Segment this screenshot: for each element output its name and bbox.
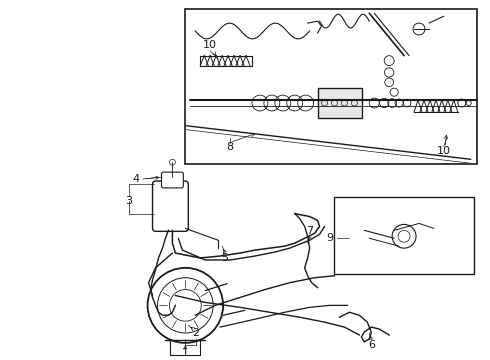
Text: 10: 10: [203, 40, 217, 50]
Text: 7: 7: [306, 226, 313, 237]
Bar: [335, 197, 474, 274]
Text: 2: 2: [192, 328, 199, 338]
Text: 5: 5: [221, 253, 229, 263]
Text: 3: 3: [125, 196, 132, 206]
Text: 4: 4: [132, 174, 139, 184]
Text: 1: 1: [182, 348, 189, 358]
Bar: [185, 9, 477, 164]
FancyBboxPatch shape: [162, 172, 183, 188]
Text: 10: 10: [437, 147, 451, 156]
Text: 8: 8: [226, 143, 234, 152]
Bar: [318, 88, 362, 118]
Text: 9: 9: [326, 233, 333, 243]
Text: 6: 6: [368, 340, 375, 350]
FancyBboxPatch shape: [152, 181, 188, 231]
